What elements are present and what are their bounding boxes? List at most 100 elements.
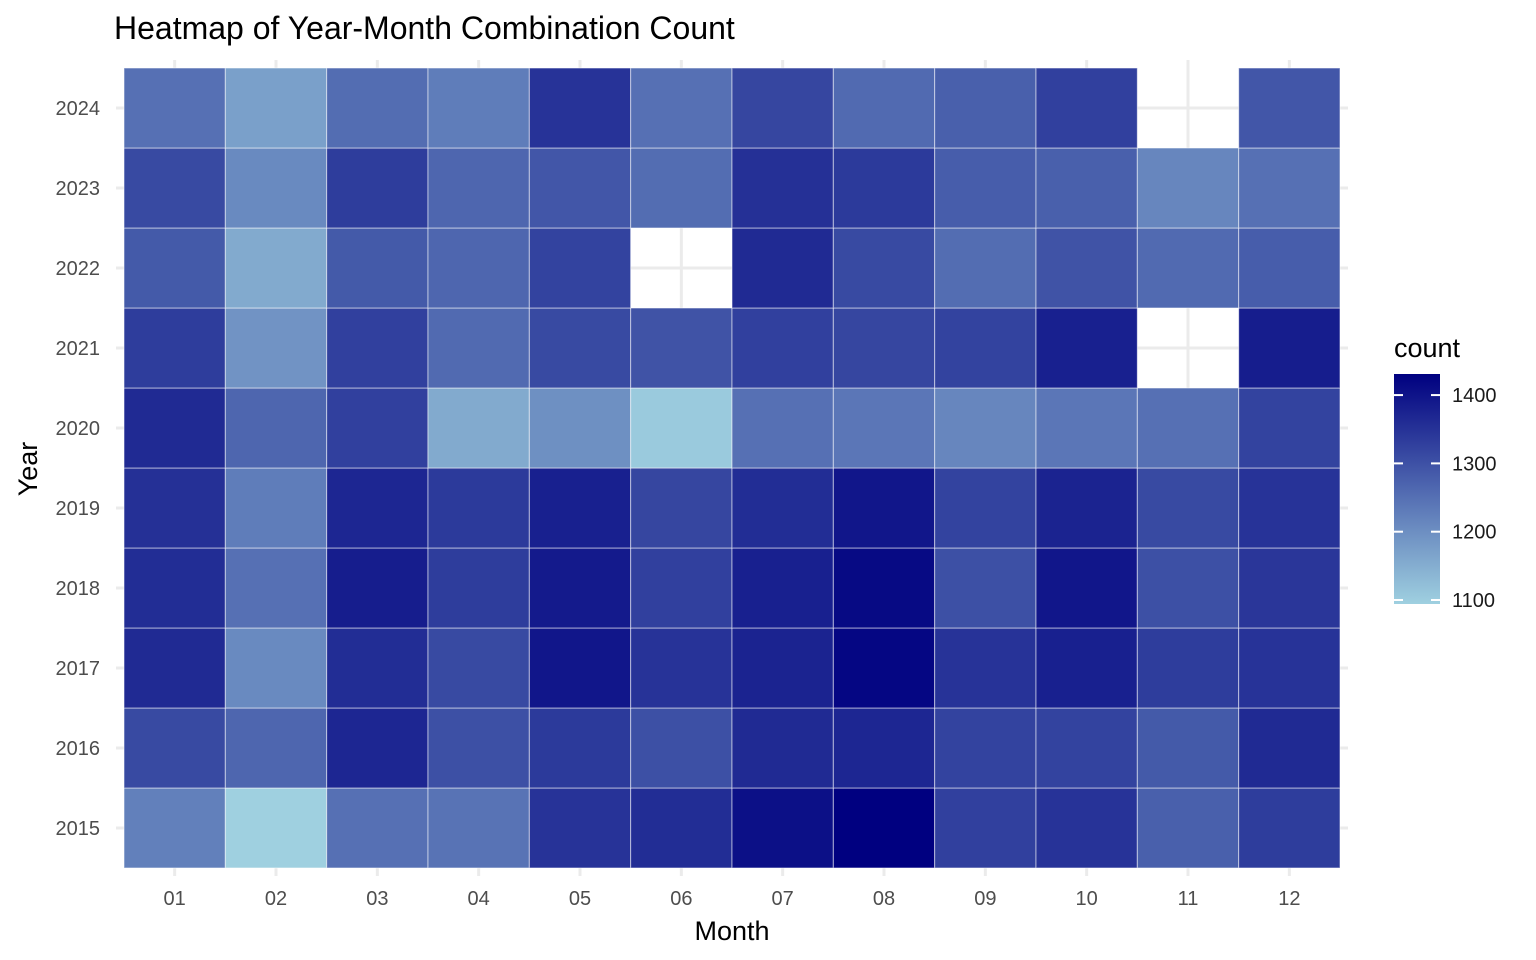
heatmap-cell-2015-03 xyxy=(326,787,429,869)
heatmap-cell-2016-08 xyxy=(832,707,936,789)
x-axis-title: Month xyxy=(694,916,769,946)
heatmap-cell-2018-06 xyxy=(630,547,733,629)
heatmap-cell-2023-12 xyxy=(1238,147,1341,229)
heatmap-cell-2022-02 xyxy=(224,227,328,309)
heatmap-cell-2020-04 xyxy=(427,387,530,469)
heatmap-cell-2018-12 xyxy=(1238,547,1341,629)
heatmap-cell-2018-07 xyxy=(731,547,834,629)
heatmap-cell-2022-12 xyxy=(1238,227,1341,309)
heatmap-cell-2018-02 xyxy=(224,547,328,629)
heatmap-cell-2024-04 xyxy=(427,67,530,149)
heatmap-cell-2023-03 xyxy=(326,147,429,229)
heatmap-cell-2017-11 xyxy=(1136,627,1240,709)
heatmap-cell-2023-01 xyxy=(123,147,226,229)
heatmap-cell-2024-06 xyxy=(630,67,733,149)
heatmap-cell-2016-09 xyxy=(934,707,1037,789)
heatmap-cell-2017-08 xyxy=(832,627,936,709)
heatmap-cell-2022-11 xyxy=(1136,227,1240,309)
heatmap-cell-2024-02 xyxy=(224,67,328,149)
heatmap-cell-2019-08 xyxy=(832,467,936,549)
x-tick-label: 08 xyxy=(873,888,895,910)
y-tick-label: 2023 xyxy=(56,178,101,200)
legend-tick-label: 1400 xyxy=(1452,385,1497,407)
heatmap-cell-2024-09 xyxy=(934,67,1037,149)
heatmap-cell-2017-12 xyxy=(1238,627,1341,709)
heatmap-cell-2015-12 xyxy=(1238,787,1341,869)
heatmap-cell-2023-02 xyxy=(224,147,328,229)
heatmap-cell-2023-10 xyxy=(1035,147,1138,229)
heatmap-cell-2015-02 xyxy=(224,787,328,869)
heatmap-cell-2023-07 xyxy=(731,147,834,229)
heatmap-cell-2017-02 xyxy=(224,627,328,709)
x-tick-label: 07 xyxy=(772,888,794,910)
heatmap-cell-2021-04 xyxy=(427,307,530,389)
x-tick-label: 12 xyxy=(1278,888,1300,910)
heatmap-cell-2021-07 xyxy=(731,307,834,389)
heatmap-cell-2015-08 xyxy=(832,787,936,869)
heatmap-cell-2016-05 xyxy=(528,707,632,789)
heatmap-cell-2020-12 xyxy=(1238,387,1341,469)
heatmap-cell-2017-10 xyxy=(1035,627,1138,709)
legend-tick-label: 1200 xyxy=(1452,522,1497,544)
heatmap-cell-2016-01 xyxy=(123,707,226,789)
heatmap-cell-2024-01 xyxy=(123,67,226,149)
heatmap-cell-2021-09 xyxy=(934,307,1037,389)
heatmap-cell-2019-01 xyxy=(123,467,226,549)
heatmap-cells xyxy=(123,67,1341,869)
heatmap-cell-2019-05 xyxy=(528,467,632,549)
heatmap-cell-2017-01 xyxy=(123,627,226,709)
heatmap-cell-2017-07 xyxy=(731,627,834,709)
heatmap-cell-2019-10 xyxy=(1035,467,1138,549)
x-tick-label: 09 xyxy=(974,888,996,910)
heatmap-cell-2020-03 xyxy=(326,387,429,469)
y-axis-title: Year xyxy=(13,442,43,497)
x-tick-label: 02 xyxy=(265,888,287,910)
heatmap-cell-2022-01 xyxy=(123,227,226,309)
heatmap-cell-2024-08 xyxy=(832,67,936,149)
heatmap-cell-2017-06 xyxy=(630,627,733,709)
y-axis-ticks: 2015 2016 2017 2018 2019 2020 2021 2022 2023 2024 xyxy=(56,98,101,840)
heatmap-cell-2019-04 xyxy=(427,467,530,549)
heatmap-cell-2015-07 xyxy=(731,787,834,869)
heatmap-cell-2018-04 xyxy=(427,547,530,629)
heatmap-cell-2016-04 xyxy=(427,707,530,789)
heatmap-cell-2021-08 xyxy=(832,307,936,389)
legend-colorbar xyxy=(1394,374,1440,604)
heatmap-cell-2020-11 xyxy=(1136,387,1240,469)
x-tick-label: 03 xyxy=(366,888,388,910)
heatmap-cell-2020-10 xyxy=(1035,387,1138,469)
x-tick-label: 04 xyxy=(468,888,490,910)
heatmap-cell-2018-01 xyxy=(123,547,226,629)
x-axis-ticks: 01 02 03 04 05 06 07 08 09 10 11 12 xyxy=(164,888,1301,910)
heatmap-cell-2021-03 xyxy=(326,307,429,389)
heatmap-cell-2022-10 xyxy=(1035,227,1138,309)
legend-title: count xyxy=(1394,333,1461,363)
heatmap-cell-2019-06 xyxy=(630,467,733,549)
heatmap-cell-2018-10 xyxy=(1035,547,1138,629)
heatmap-cell-2015-04 xyxy=(427,787,530,869)
heatmap-cell-2016-07 xyxy=(731,707,834,789)
heatmap-cell-2019-12 xyxy=(1238,467,1341,549)
x-tick-label: 10 xyxy=(1076,888,1098,910)
heatmap-cell-2016-02 xyxy=(224,707,328,789)
heatmap-cell-2019-03 xyxy=(326,467,429,549)
heatmap-cell-2015-01 xyxy=(123,787,226,869)
heatmap-cell-2023-08 xyxy=(832,147,936,229)
heatmap-cell-2021-12 xyxy=(1238,307,1341,389)
heatmap-cell-2022-07 xyxy=(731,227,834,309)
heatmap-cell-2020-01 xyxy=(123,387,226,469)
x-tick-label: 06 xyxy=(670,888,692,910)
heatmap-cell-2020-07 xyxy=(731,387,834,469)
heatmap-cell-2020-05 xyxy=(528,387,632,469)
heatmap-cell-2015-10 xyxy=(1035,787,1138,869)
heatmap-cell-2023-05 xyxy=(528,147,632,229)
chart-title: Heatmap of Year-Month Combination Count xyxy=(114,10,735,46)
heatmap-cell-2018-03 xyxy=(326,547,429,629)
y-tick-label: 2017 xyxy=(56,658,101,680)
y-tick-label: 2024 xyxy=(56,98,101,120)
heatmap-cell-2023-09 xyxy=(934,147,1037,229)
legend-ticks: 1100 1200 1300 1400 xyxy=(1394,385,1497,612)
heatmap-cell-2018-05 xyxy=(528,547,632,629)
heatmap-cell-2024-12 xyxy=(1238,67,1341,149)
